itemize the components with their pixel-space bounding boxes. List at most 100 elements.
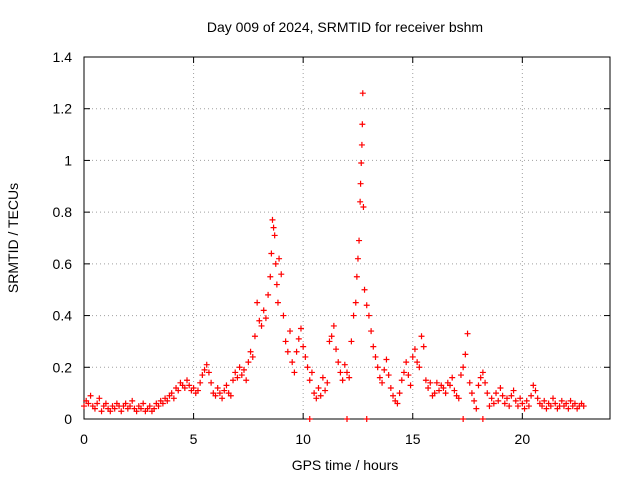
data-point-marker: [194, 387, 201, 394]
y-tick-label: 0.4: [53, 308, 73, 324]
data-point-marker: [425, 384, 432, 391]
data-point-marker: [151, 405, 158, 412]
data-point-marker: [477, 374, 484, 381]
data-point-marker: [344, 369, 350, 376]
data-point-marker: [267, 273, 274, 280]
data-point-marker: [273, 281, 280, 288]
data-point-marker: [422, 377, 429, 384]
data-point-marker: [214, 384, 221, 391]
data-point-marker: [495, 397, 502, 404]
data-point-marker: [251, 333, 258, 340]
data-point-marker: [530, 382, 537, 389]
data-point-marker: [240, 366, 247, 373]
data-point-marker: [276, 255, 283, 262]
data-point-marker: [87, 392, 94, 399]
data-point-marker: [506, 403, 513, 410]
data-point-marker: [326, 338, 333, 345]
data-point-marker: [409, 353, 416, 360]
data-point-marker: [479, 369, 486, 376]
y-tick-label: 1: [64, 152, 72, 168]
x-axis-title: GPS time / hours: [292, 457, 399, 473]
data-point-marker: [300, 343, 307, 350]
data-point-marker: [357, 180, 364, 187]
data-point-marker: [466, 379, 473, 386]
data-point-marker: [525, 403, 532, 410]
data-point-marker: [159, 400, 166, 407]
data-point-marker: [216, 390, 223, 397]
data-point-marker: [543, 405, 550, 412]
data-point-marker: [205, 369, 212, 376]
data-point-marker: [308, 369, 315, 376]
data-point-marker: [532, 387, 539, 394]
data-point-marker: [256, 317, 263, 324]
chart-title: Day 009 of 2024, SRMTID for receiver bsh…: [207, 19, 483, 35]
data-point-marker: [98, 408, 105, 415]
data-point-marker: [508, 392, 515, 399]
data-point-marker: [271, 232, 278, 239]
data-point-marker: [304, 364, 311, 371]
data-point-marker: [306, 377, 313, 384]
data-point-marker: [471, 397, 478, 404]
data-point-marker: [137, 405, 144, 412]
y-tick-label: 0.8: [53, 204, 73, 220]
data-point-marker: [361, 286, 368, 293]
data-point-marker: [319, 374, 326, 381]
data-point-marker: [268, 250, 275, 257]
data-point-marker: [541, 397, 548, 404]
data-point-marker: [328, 333, 335, 340]
data-point-marker: [170, 395, 177, 402]
x-tick-label: 10: [295, 431, 311, 447]
data-point-marker: [449, 374, 456, 381]
data-point-marker: [341, 361, 348, 368]
data-point-marker: [539, 403, 546, 410]
data-point-marker: [317, 392, 324, 399]
data-point-marker: [140, 400, 147, 407]
y-axis-title: SRMTID / TECUs: [5, 183, 21, 293]
data-point-marker: [270, 224, 277, 231]
data-point-marker: [146, 403, 153, 410]
data-point-marker: [387, 384, 394, 391]
data-point-marker: [352, 299, 359, 306]
x-tick-label: 20: [515, 431, 531, 447]
data-point-marker: [363, 416, 370, 422]
data-point-marker: [234, 374, 241, 381]
x-tick-label: 0: [80, 431, 88, 447]
data-point-marker: [411, 346, 418, 353]
data-point-marker: [335, 359, 342, 366]
data-point-marker: [81, 403, 87, 410]
data-point-marker: [359, 121, 366, 128]
data-point-marker: [258, 322, 265, 329]
data-point-marker: [550, 395, 557, 402]
data-point-marker: [269, 216, 276, 223]
data-point-marker: [85, 400, 92, 407]
data-point-marker: [184, 377, 191, 384]
data-point-marker: [208, 379, 215, 386]
data-point-marker: [344, 416, 350, 422]
data-point-marker: [247, 348, 254, 355]
data-point-marker: [350, 312, 357, 319]
data-point-marker: [521, 405, 528, 412]
data-point-marker: [565, 405, 572, 412]
data-point-marker: [203, 361, 210, 368]
y-tick-label: 0: [64, 411, 72, 427]
data-point-marker: [517, 395, 524, 402]
data-point-marker: [118, 408, 125, 415]
data-point-marker: [221, 387, 228, 394]
data-point-marker: [510, 387, 517, 394]
data-point-marker: [403, 359, 410, 366]
data-point-marker: [490, 400, 497, 407]
data-point-marker: [274, 299, 281, 306]
data-point-marker: [227, 392, 234, 399]
data-point-marker: [493, 390, 500, 397]
data-point-marker: [291, 369, 298, 376]
data-point-marker: [357, 198, 364, 205]
data-point-marker: [390, 392, 397, 399]
data-point-marker: [431, 390, 438, 397]
data-point-marker: [262, 315, 269, 322]
data-point-marker: [396, 390, 403, 397]
data-point-marker: [232, 369, 239, 376]
data-point-marker: [313, 395, 320, 402]
data-point-marker: [96, 395, 103, 402]
data-point-marker: [94, 400, 101, 407]
data-point-marker: [190, 384, 197, 391]
